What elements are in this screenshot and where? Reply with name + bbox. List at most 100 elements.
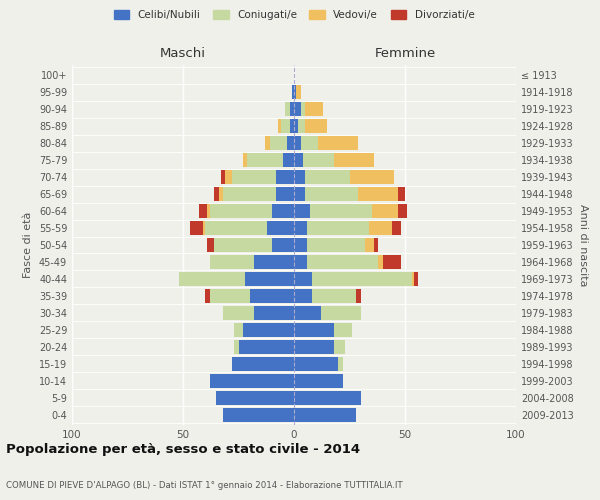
Bar bbox=[272, 204, 294, 218]
Bar bbox=[294, 288, 312, 303]
Bar bbox=[290, 102, 294, 117]
Bar bbox=[294, 102, 301, 117]
Bar bbox=[290, 119, 294, 134]
Bar bbox=[414, 272, 418, 286]
Bar bbox=[310, 204, 372, 218]
Bar bbox=[250, 288, 294, 303]
Bar bbox=[305, 170, 349, 184]
Bar bbox=[276, 170, 294, 184]
Bar bbox=[294, 136, 301, 150]
Bar bbox=[370, 221, 392, 235]
Bar bbox=[303, 153, 334, 168]
Bar bbox=[312, 288, 356, 303]
Bar bbox=[305, 187, 358, 202]
Bar bbox=[214, 187, 218, 202]
Bar bbox=[232, 170, 276, 184]
Bar bbox=[234, 340, 239, 354]
Bar bbox=[292, 85, 294, 100]
Bar bbox=[412, 272, 414, 286]
Bar bbox=[379, 255, 383, 269]
Bar bbox=[294, 170, 305, 184]
Bar bbox=[349, 170, 394, 184]
Bar bbox=[268, 221, 294, 235]
Bar bbox=[265, 136, 269, 150]
Bar bbox=[223, 187, 276, 202]
Y-axis label: Anni di nascita: Anni di nascita bbox=[577, 204, 587, 286]
Bar bbox=[307, 255, 379, 269]
Bar bbox=[247, 153, 283, 168]
Bar bbox=[208, 204, 209, 218]
Bar bbox=[209, 288, 250, 303]
Bar bbox=[294, 356, 338, 371]
Bar bbox=[305, 119, 328, 134]
Bar bbox=[296, 85, 301, 100]
Bar bbox=[278, 119, 281, 134]
Bar bbox=[254, 306, 294, 320]
Text: Maschi: Maschi bbox=[160, 47, 206, 60]
Bar bbox=[190, 221, 203, 235]
Bar bbox=[374, 238, 379, 252]
Bar bbox=[294, 306, 320, 320]
Bar bbox=[334, 153, 374, 168]
Bar bbox=[334, 340, 345, 354]
Bar bbox=[287, 136, 294, 150]
Bar bbox=[372, 204, 398, 218]
Bar bbox=[294, 272, 312, 286]
Text: Popolazione per età, sesso e stato civile - 2014: Popolazione per età, sesso e stato civil… bbox=[6, 442, 360, 456]
Bar bbox=[398, 187, 405, 202]
Bar bbox=[205, 288, 209, 303]
Bar bbox=[199, 204, 208, 218]
Bar bbox=[285, 102, 290, 117]
Bar bbox=[272, 238, 294, 252]
Bar bbox=[294, 390, 361, 405]
Bar bbox=[338, 356, 343, 371]
Bar bbox=[294, 153, 303, 168]
Bar bbox=[223, 408, 294, 422]
Bar bbox=[223, 306, 254, 320]
Bar bbox=[294, 187, 305, 202]
Text: COMUNE DI PIEVE D'ALPAGO (BL) - Dati ISTAT 1° gennaio 2014 - Elaborazione TUTTIT: COMUNE DI PIEVE D'ALPAGO (BL) - Dati IST… bbox=[6, 480, 403, 490]
Bar bbox=[356, 288, 361, 303]
Bar bbox=[281, 119, 290, 134]
Bar bbox=[232, 356, 294, 371]
Bar bbox=[217, 390, 294, 405]
Bar bbox=[209, 204, 272, 218]
Bar bbox=[320, 306, 361, 320]
Bar bbox=[319, 136, 358, 150]
Bar bbox=[301, 136, 319, 150]
Bar bbox=[179, 272, 245, 286]
Bar bbox=[312, 272, 412, 286]
Text: Femmine: Femmine bbox=[374, 47, 436, 60]
Bar bbox=[398, 204, 407, 218]
Bar bbox=[208, 238, 214, 252]
Bar bbox=[294, 374, 343, 388]
Bar bbox=[305, 102, 323, 117]
Bar bbox=[209, 255, 254, 269]
Bar bbox=[298, 119, 305, 134]
Bar bbox=[205, 221, 268, 235]
Bar bbox=[334, 322, 352, 337]
Bar bbox=[269, 136, 287, 150]
Bar bbox=[239, 340, 294, 354]
Bar bbox=[276, 187, 294, 202]
Bar bbox=[307, 221, 370, 235]
Bar bbox=[214, 238, 272, 252]
Bar bbox=[245, 272, 294, 286]
Bar bbox=[294, 221, 307, 235]
Bar bbox=[294, 238, 307, 252]
Bar bbox=[358, 187, 398, 202]
Bar bbox=[392, 221, 401, 235]
Bar bbox=[218, 187, 223, 202]
Bar bbox=[294, 255, 307, 269]
Bar bbox=[243, 153, 247, 168]
Bar bbox=[294, 340, 334, 354]
Bar bbox=[254, 255, 294, 269]
Bar bbox=[221, 170, 225, 184]
Bar bbox=[294, 408, 356, 422]
Bar bbox=[294, 322, 334, 337]
Legend: Celibi/Nubili, Coniugati/e, Vedovi/e, Divorziati/e: Celibi/Nubili, Coniugati/e, Vedovi/e, Di… bbox=[109, 6, 479, 24]
Bar bbox=[294, 119, 298, 134]
Bar bbox=[209, 374, 294, 388]
Bar bbox=[283, 153, 294, 168]
Y-axis label: Fasce di età: Fasce di età bbox=[23, 212, 33, 278]
